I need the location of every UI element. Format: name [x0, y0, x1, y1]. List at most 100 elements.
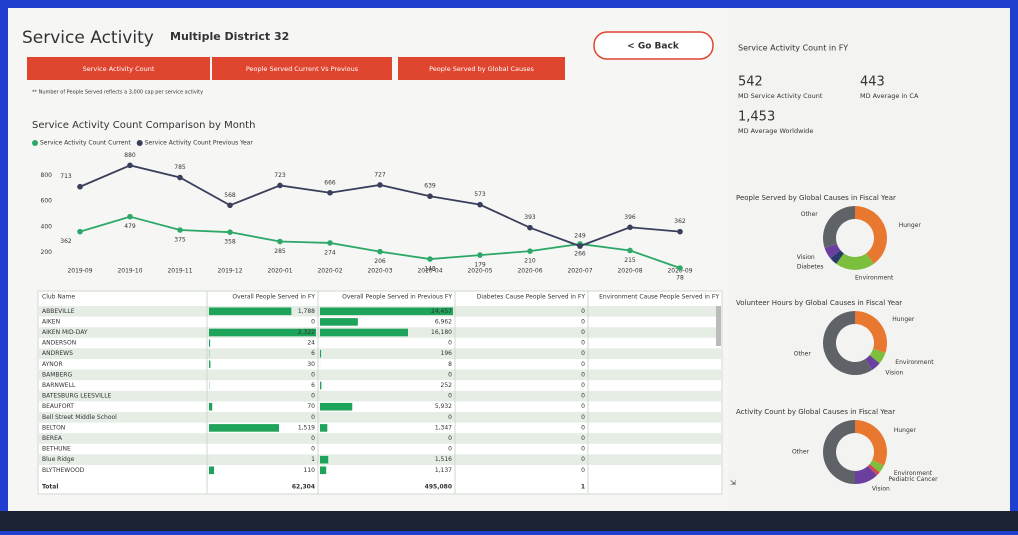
slice-label: Vision: [797, 254, 815, 261]
cell: 0: [581, 456, 585, 463]
data-label: 393: [524, 214, 536, 221]
cell: 0: [311, 393, 315, 400]
chart-title: People Served by Global Causes in Fiscal…: [736, 194, 896, 202]
cell: 1,519: [298, 424, 315, 431]
slice-label: Other: [801, 211, 819, 218]
data-label: 880: [124, 152, 136, 159]
nav-button-label[interactable]: People Served Current Vs Previous: [246, 65, 359, 73]
point: [527, 248, 533, 254]
data-bar: [209, 424, 279, 432]
x-tick-label: 2020-08: [617, 268, 642, 275]
data-bar: [209, 361, 210, 369]
row-stripe: [39, 412, 721, 423]
cell: 0: [581, 403, 585, 410]
point: [227, 229, 233, 235]
row-stripe: [39, 433, 721, 444]
slice-label: Pediatric Cancer: [889, 476, 939, 483]
cell: 252: [441, 382, 453, 389]
row-stripe: [39, 454, 721, 465]
point: [127, 214, 133, 220]
point: [427, 256, 433, 262]
x-tick-label: 2020-03: [367, 268, 392, 275]
y-tick-label: 600: [41, 198, 53, 205]
cell: 70: [307, 403, 315, 410]
data-label: 362: [674, 218, 686, 225]
column-header: Overall People Served in FY: [232, 294, 315, 301]
kpi-title: Service Activity Count in FY: [738, 44, 848, 53]
cell: 0: [448, 435, 452, 442]
cell: AYNOR: [42, 361, 63, 368]
point: [477, 252, 483, 258]
nav-button-label[interactable]: People Served by Global Causes: [429, 65, 534, 73]
data-bar: [320, 329, 408, 337]
cell: 16,180: [431, 329, 452, 336]
cell: 0: [581, 350, 585, 357]
cell: BAMBERG: [42, 371, 72, 378]
page-subtitle: Multiple District 32: [170, 30, 289, 43]
slice-label: Diabetes: [797, 264, 824, 271]
x-tick-label: 2019-12: [217, 268, 242, 275]
cell: 24,457: [431, 308, 452, 315]
data-label: 639: [424, 183, 436, 190]
cell: 0: [581, 329, 585, 336]
cell: 0: [581, 414, 585, 421]
cell: 0: [581, 340, 585, 347]
data-label: 573: [474, 191, 486, 198]
cell: 8: [448, 361, 452, 368]
cell: 0: [581, 361, 585, 368]
data-bar: [320, 403, 352, 411]
back-button-label[interactable]: < Go Back: [627, 42, 680, 52]
cell: 0: [581, 424, 585, 431]
cell: 6,962: [435, 318, 452, 325]
cell: 2,322: [298, 329, 315, 336]
data-label: 266: [574, 250, 586, 257]
cell: 24: [307, 340, 315, 347]
data-bar: [209, 308, 291, 316]
legend-marker: [32, 140, 38, 146]
data-label: 210: [524, 258, 536, 265]
cell: BETHUNE: [42, 446, 71, 453]
x-tick-label: 2019-10: [117, 268, 142, 275]
point: [277, 239, 283, 245]
x-tick-label: 2019-09: [67, 268, 92, 275]
x-tick-label: 2020-06: [517, 268, 542, 275]
cell: 0: [448, 371, 452, 378]
total-cell: Total: [42, 484, 58, 491]
cell: Blue Ridge: [42, 456, 75, 463]
data-bar: [320, 318, 358, 326]
cell: Bell Street Middle School: [42, 414, 117, 421]
column-header: Overall People Served in Previous FY: [342, 294, 452, 301]
data-bar: [320, 424, 327, 432]
point: [227, 202, 233, 208]
x-tick-label: 2020-01: [267, 268, 292, 275]
y-tick-label: 400: [41, 223, 53, 230]
chart-title: Activity Count by Global Causes in Fisca…: [736, 408, 895, 416]
chart-title: Service Activity Count Comparison by Mon…: [32, 120, 255, 131]
cell: 0: [311, 446, 315, 453]
cell: 0: [311, 318, 315, 325]
cell: BEAUFORT: [42, 403, 74, 410]
point: [527, 225, 533, 231]
nav-button-label[interactable]: Service Activity Count: [83, 65, 155, 73]
cell: ANDREWS: [42, 350, 73, 357]
cell: 1,516: [435, 456, 452, 463]
point: [327, 240, 333, 246]
page: { "header": {"title": "Service Activity"…: [0, 0, 1018, 531]
cell: 1,347: [435, 424, 452, 431]
total-cell: 1: [581, 484, 585, 491]
data-bar: [320, 467, 326, 475]
column-header: Environment Cause People Served in FY: [599, 294, 719, 301]
slice-label: Environment: [895, 359, 934, 366]
row-stripe: [39, 348, 721, 359]
cell: 1,137: [435, 467, 452, 474]
cell: 1,788: [298, 308, 315, 315]
cell: 0: [581, 446, 585, 453]
chart-title: Volunteer Hours by Global Causes in Fisc…: [736, 299, 902, 307]
slice-label: Vision: [872, 486, 890, 493]
cell: 0: [581, 467, 585, 474]
data-label: 785: [174, 164, 186, 171]
data-label: 568: [224, 192, 236, 199]
cell: 0: [581, 393, 585, 400]
kpi-value: 1,453: [738, 110, 775, 125]
cell: 0: [448, 393, 452, 400]
